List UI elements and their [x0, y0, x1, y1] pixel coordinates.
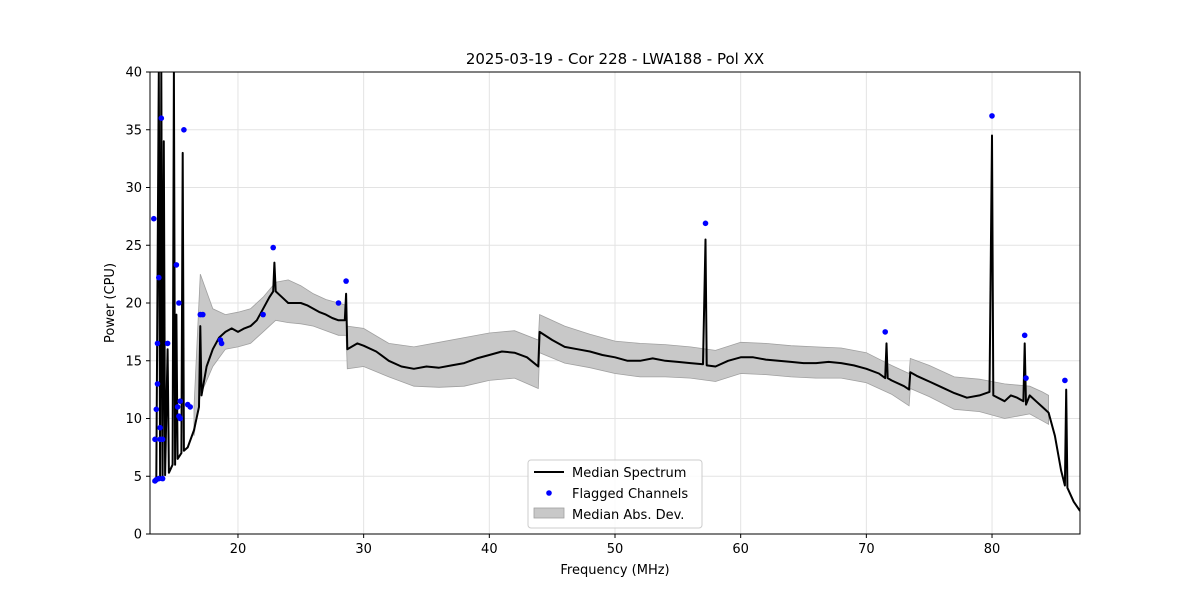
x-tick-label: 30: [355, 542, 372, 557]
y-tick-label: 15: [125, 354, 142, 369]
flagged-channel-point: [156, 475, 162, 482]
y-tick-label: 20: [125, 297, 142, 312]
flagged-channel-point: [1062, 377, 1068, 384]
y-tick-label: 35: [125, 123, 142, 138]
x-tick-label: 20: [230, 542, 247, 557]
flagged-channel-point: [989, 113, 995, 119]
legend-box: [527, 459, 703, 529]
y-tick-label: 10: [125, 412, 142, 427]
legend: Median Spectrum Flagged Channels Median …: [527, 459, 703, 529]
flagged-channel-point: [200, 311, 206, 318]
legend-mad-label: Median Abs. Dev.: [572, 508, 684, 523]
flagged-channel-point: [270, 244, 277, 251]
flagged-channel-point: [260, 311, 266, 318]
flagged-channel-point: [159, 436, 166, 443]
legend-flagged-label: Flagged Channels: [572, 487, 688, 502]
x-tick-label: 70: [858, 542, 875, 557]
flagged-channel-point: [335, 300, 342, 306]
flagged-channel-point: [154, 381, 161, 387]
flagged-channel-point: [151, 215, 157, 222]
x-tick-label: 40: [481, 542, 498, 557]
median-spectrum-line: [152, 72, 1080, 512]
flagged-channel-point: [1023, 375, 1029, 381]
flagged-channel-point: [154, 340, 161, 347]
flagged-channels-layer: [151, 113, 1068, 484]
x-axis-label: Frequency (MHz): [560, 563, 669, 578]
flagged-channel-point: [156, 274, 162, 281]
flagged-channel-point: [157, 424, 163, 431]
mad-band: [193, 273, 1049, 436]
x-tick-label: 50: [607, 542, 624, 557]
legend-median-label: Median Spectrum: [572, 466, 686, 481]
y-tick-label: 0: [134, 528, 142, 543]
flagged-channel-point: [218, 340, 225, 347]
flagged-channel-point: [174, 404, 181, 410]
legend-mad-swatch: [533, 507, 565, 519]
flagged-channel-point: [177, 398, 183, 405]
chart-title: 2025-03-19 - Cor 228 - LWA188 - Pol XX: [466, 50, 764, 68]
flagged-channel-point: [702, 220, 709, 227]
x-tick-label: 60: [732, 542, 749, 557]
flagged-channel-point: [343, 278, 349, 284]
flagged-channel-point: [152, 436, 158, 443]
flagged-channel-point: [177, 415, 183, 422]
flagged-channel-point: [1021, 332, 1028, 339]
flagged-channel-point: [164, 340, 171, 347]
y-axis-ticks: 0 5 10 15 20 25 30 35 40: [125, 66, 150, 543]
flagged-channel-point: [181, 127, 187, 133]
y-tick-label: 5: [134, 470, 142, 485]
y-tick-label: 30: [125, 181, 142, 196]
y-axis-label: Power (CPU): [103, 263, 118, 343]
y-tick-label: 25: [125, 239, 142, 254]
flagged-channel-point: [176, 300, 182, 306]
mad-band-layer: [193, 273, 1049, 436]
median-spectrum-layer: [152, 72, 1080, 512]
flagged-channel-point: [158, 115, 165, 121]
flagged-channel-point: [187, 404, 193, 410]
flagged-channel-point: [882, 329, 888, 335]
x-axis-ticks: 20 30 40 50 60 70 80: [230, 534, 1001, 557]
flagged-channel-point: [173, 262, 180, 268]
flagged-channel-point: [153, 406, 160, 413]
x-tick-label: 80: [984, 542, 1001, 557]
y-tick-label: 40: [125, 66, 142, 81]
legend-flagged-swatch: [546, 490, 552, 496]
